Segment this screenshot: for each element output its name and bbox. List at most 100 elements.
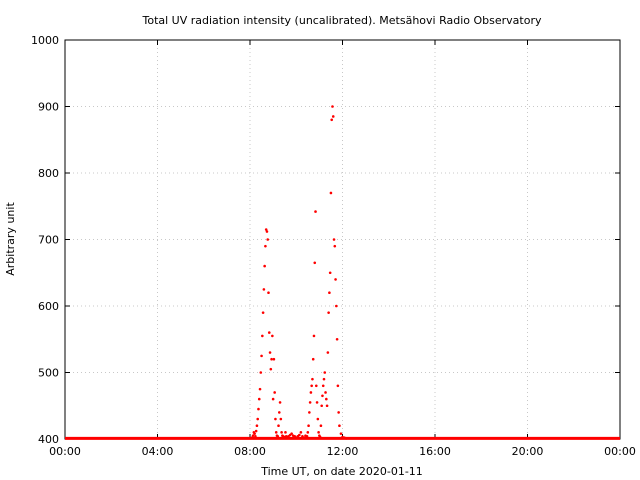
data-point (256, 417, 260, 421)
x-tick-label: 12:00 (327, 445, 359, 458)
data-points (65, 105, 620, 440)
data-point (337, 411, 340, 414)
data-point (277, 424, 280, 428)
data-point (276, 435, 280, 438)
data-point (298, 433, 301, 437)
data-point (331, 105, 334, 108)
x-axis-label: Time UT, on date 2020-01-11 (260, 465, 423, 478)
data-point (316, 417, 320, 421)
data-point (280, 431, 283, 434)
data-point (311, 357, 315, 361)
data-point (336, 384, 340, 388)
data-point (308, 411, 311, 414)
data-point (321, 384, 325, 388)
data-point (264, 228, 268, 231)
data-point (339, 432, 343, 435)
data-point (272, 357, 276, 361)
data-point (327, 311, 330, 314)
data-point (308, 401, 312, 404)
data-point (325, 397, 328, 401)
data-point (335, 337, 339, 341)
data-point (323, 371, 327, 374)
data-point (305, 435, 309, 438)
x-tick-label: 16:00 (419, 445, 451, 458)
x-tick-label: 08:00 (234, 445, 266, 458)
data-point (320, 404, 323, 408)
data-point (328, 271, 332, 275)
data-point (268, 351, 272, 354)
data-point (250, 436, 254, 439)
data-point (314, 384, 318, 388)
chart-title: Total UV radiation intensity (uncalibrat… (142, 14, 542, 27)
data-point (319, 424, 323, 428)
data-point (326, 351, 330, 354)
data-point (258, 387, 262, 391)
data-point (299, 431, 303, 434)
data-point (334, 278, 337, 281)
data-point (273, 391, 276, 394)
data-point (270, 357, 273, 361)
data-point (269, 367, 273, 371)
data-point (266, 238, 270, 241)
data-point (310, 384, 313, 388)
data-point (261, 334, 264, 338)
data-point (257, 407, 260, 411)
data-point (317, 431, 320, 434)
data-point (267, 291, 270, 295)
data-point (271, 397, 275, 401)
data-point (267, 331, 271, 334)
data-point (329, 191, 333, 195)
y-tick-label: 1000 (31, 34, 59, 47)
data-point (263, 264, 266, 268)
data-point (274, 431, 278, 434)
data-point (260, 354, 263, 358)
data-point (338, 424, 341, 428)
data-point (322, 377, 326, 381)
x-tick-label: 00:00 (604, 445, 636, 458)
data-point (277, 411, 281, 414)
data-point (315, 401, 319, 404)
y-tick-label: 700 (38, 234, 59, 247)
data-point (274, 417, 277, 421)
y-tick-label: 500 (38, 367, 59, 380)
data-point (278, 401, 282, 404)
data-point (261, 311, 265, 314)
y-tick-label: 800 (38, 167, 59, 180)
x-tick-label: 04:00 (142, 445, 174, 458)
data-point (307, 424, 310, 428)
data-point (314, 210, 317, 213)
data-point (254, 429, 258, 433)
data-point (265, 230, 269, 233)
data-point (333, 244, 337, 248)
grid (65, 40, 620, 439)
data-point (253, 432, 256, 435)
data-point (251, 434, 255, 437)
data-point (257, 397, 261, 401)
data-point (312, 334, 316, 338)
y-tick-label: 600 (38, 300, 59, 313)
data-point (284, 431, 287, 434)
data-point (330, 118, 334, 122)
x-tick-label: 20:00 (512, 445, 544, 458)
data-point (332, 238, 336, 241)
data-point (306, 431, 310, 434)
data-point (262, 288, 266, 291)
data-point (325, 404, 329, 408)
data-point (255, 424, 259, 428)
data-point (290, 432, 293, 435)
data-point (254, 435, 257, 438)
data-point (302, 436, 306, 439)
axis-ticks: 00:00 04:00 08:00 12:00 16:00 20:00 00:0040050… (31, 34, 636, 458)
data-point (279, 417, 283, 421)
x-tick-label: 00:00 (49, 445, 81, 458)
data-point (345, 437, 348, 440)
y-tick-label: 900 (38, 101, 59, 114)
y-axis-label: Arbitrary unit (4, 202, 17, 276)
data-point (321, 394, 324, 398)
data-point (335, 304, 338, 308)
data-point (311, 377, 314, 381)
data-point (328, 291, 331, 295)
data-point (309, 391, 313, 394)
